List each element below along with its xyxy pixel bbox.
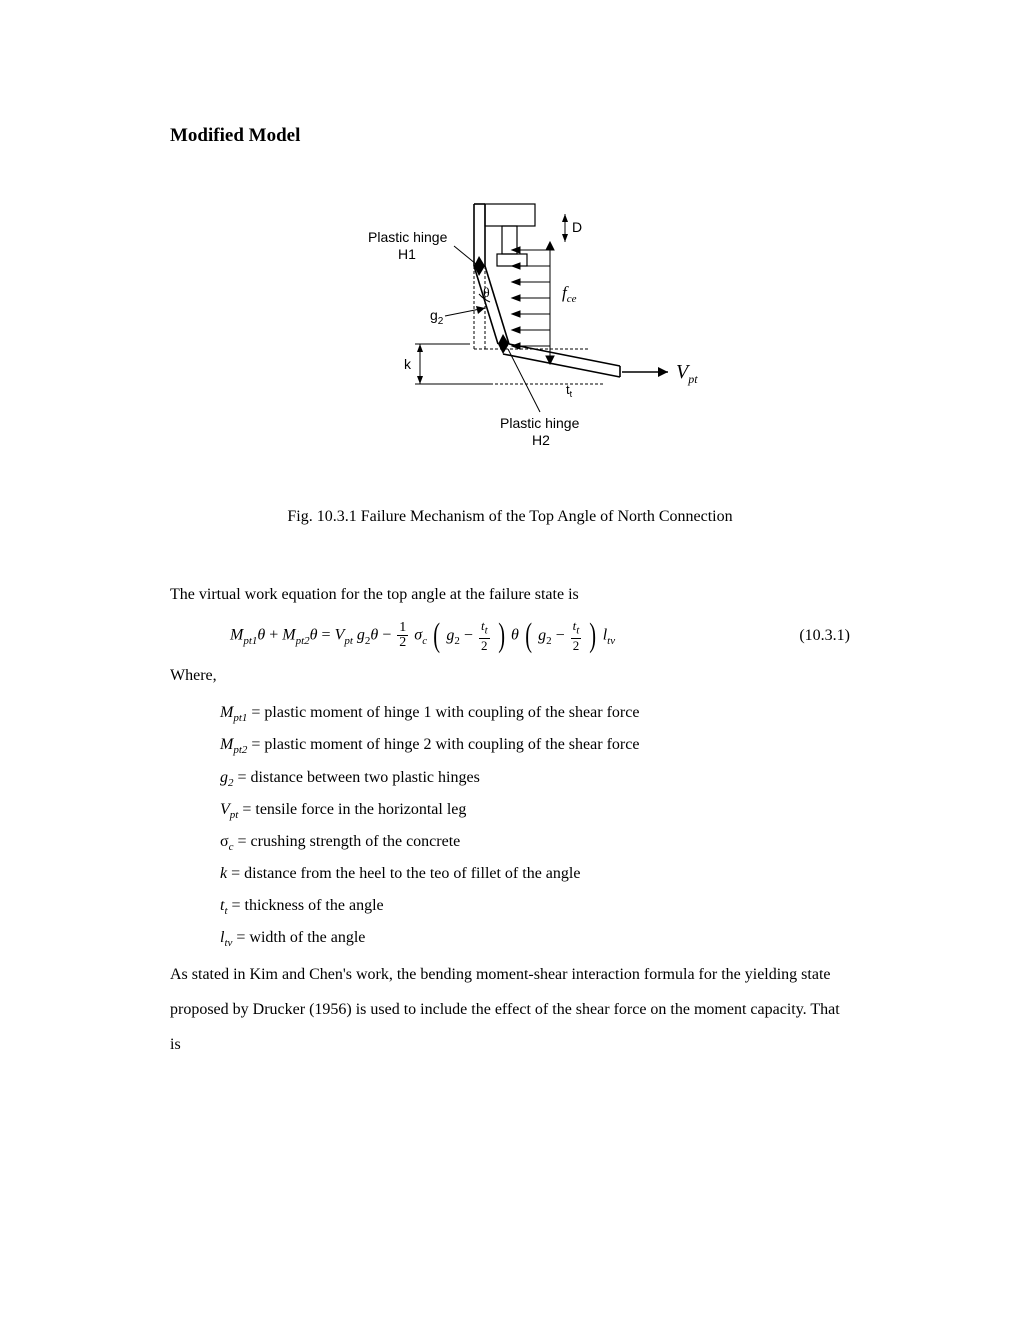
svg-text:Vpt: Vpt bbox=[676, 361, 698, 386]
svg-text:fce: fce bbox=[562, 283, 577, 305]
def-tt: tt = thickness of the angle bbox=[220, 890, 850, 922]
def-mpt1: Mpt1 = plastic moment of hinge 1 with co… bbox=[220, 697, 850, 729]
svg-text:g2: g2 bbox=[430, 307, 444, 327]
intro-paragraph: The virtual work equation for the top an… bbox=[170, 580, 850, 610]
svg-text:k: k bbox=[404, 356, 412, 372]
svg-text:tt: tt bbox=[566, 382, 573, 399]
def-vpt: Vpt = tensile force in the horizontal le… bbox=[220, 794, 850, 826]
equation-number: (10.3.1) bbox=[799, 621, 850, 651]
svg-text:H1: H1 bbox=[398, 246, 416, 262]
def-sigmac: σc = crushing strength of the concrete bbox=[220, 826, 850, 858]
def-k: k = distance from the heel to the teo of… bbox=[220, 858, 850, 890]
svg-text:Plastic hinge: Plastic hinge bbox=[500, 415, 580, 431]
figure-container: θ bbox=[170, 194, 850, 532]
def-mpt2: Mpt2 = plastic moment of hinge 2 with co… bbox=[220, 729, 850, 761]
svg-text:θ: θ bbox=[483, 286, 490, 301]
equation-row: Mpt1θ + Mpt2θ = Vpt g2θ − 12 σc ( g2 − t… bbox=[170, 619, 850, 653]
svg-text:H2: H2 bbox=[532, 432, 550, 448]
svg-text:D: D bbox=[572, 219, 582, 235]
equation-body: Mpt1θ + Mpt2θ = Vpt g2θ − 12 σc ( g2 − t… bbox=[170, 619, 799, 653]
closing-paragraph: As stated in Kim and Chen's work, the be… bbox=[170, 957, 850, 1063]
definitions-list: Mpt1 = plastic moment of hinge 1 with co… bbox=[170, 697, 850, 954]
def-g2: g2 = distance between two plastic hinges bbox=[220, 762, 850, 794]
fce-arrows bbox=[512, 242, 554, 364]
svg-text:Plastic hinge: Plastic hinge bbox=[368, 229, 448, 245]
failure-mechanism-diagram: θ bbox=[290, 194, 730, 484]
figure-caption: Fig. 10.3.1 Failure Mechanism of the Top… bbox=[287, 502, 732, 532]
section-heading: Modified Model bbox=[170, 118, 850, 154]
def-ltv: ltv = width of the angle bbox=[220, 922, 850, 954]
where-label: Where, bbox=[170, 661, 850, 691]
